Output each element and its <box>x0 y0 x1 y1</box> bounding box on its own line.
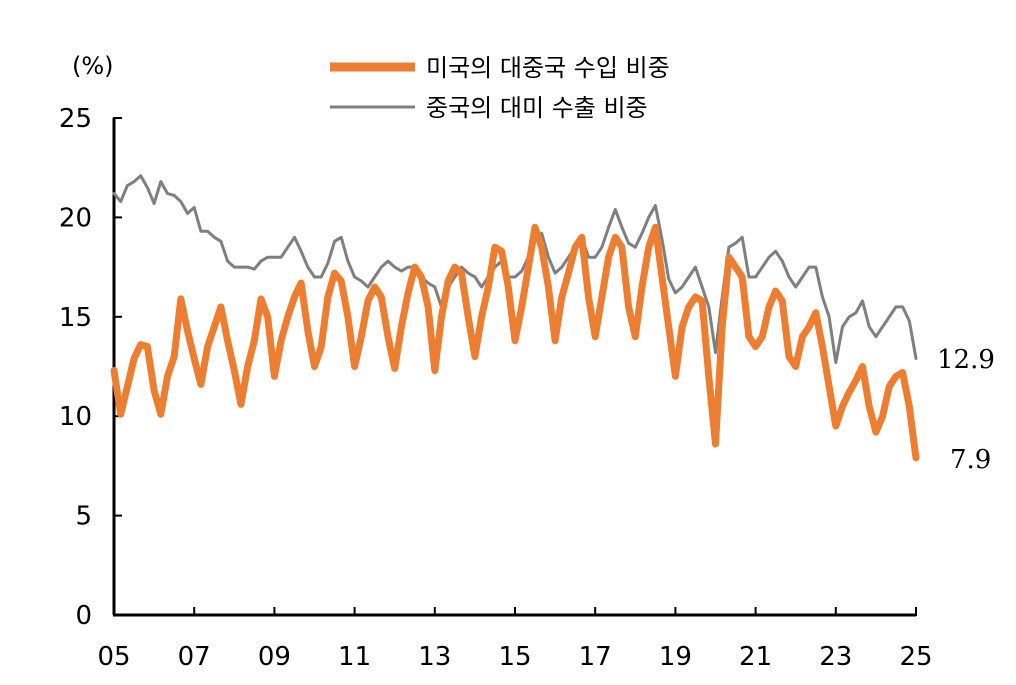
end-label-china-export: 12.9 <box>937 345 995 375</box>
x-tick-label: 07 <box>178 642 211 672</box>
y-axis-ticks: 0 5 10 15 20 25 <box>59 104 122 631</box>
y-unit-label: (%) <box>72 52 114 80</box>
x-tick-label: 15 <box>498 642 531 672</box>
x-tick-label: 19 <box>659 642 692 672</box>
y-tick-label: 10 <box>59 402 92 432</box>
y-tick-label: 25 <box>59 104 92 134</box>
legend-label-us-import: 미국의 대중국 수입 비중 <box>426 54 670 82</box>
x-tick-label: 13 <box>418 642 451 672</box>
series-line-china-export-share <box>112 174 918 364</box>
y-tick-label: 5 <box>75 502 92 532</box>
y-tick-label: 15 <box>59 303 92 333</box>
x-tick-label: 17 <box>579 642 612 672</box>
x-tick-label: 05 <box>97 642 130 672</box>
x-tick-label: 21 <box>739 642 772 672</box>
series-line-us-import-share <box>110 223 920 462</box>
y-tick-label: 0 <box>75 601 92 631</box>
legend-label-china-export: 중국의 대미 수출 비중 <box>426 94 648 122</box>
legend: 미국의 대중국 수입 비중 중국의 대미 수출 비중 <box>330 54 670 122</box>
x-tick-label: 11 <box>338 642 371 672</box>
x-tick-label: 25 <box>899 642 932 672</box>
x-tick-label: 09 <box>258 642 291 672</box>
end-label-us-import: 7.9 <box>950 445 991 475</box>
x-tick-label: 23 <box>819 642 852 672</box>
series-layer <box>110 174 920 462</box>
x-axis-ticks: 05 07 09 11 13 15 17 19 21 23 25 <box>97 607 933 672</box>
y-tick-label: 20 <box>59 203 92 233</box>
